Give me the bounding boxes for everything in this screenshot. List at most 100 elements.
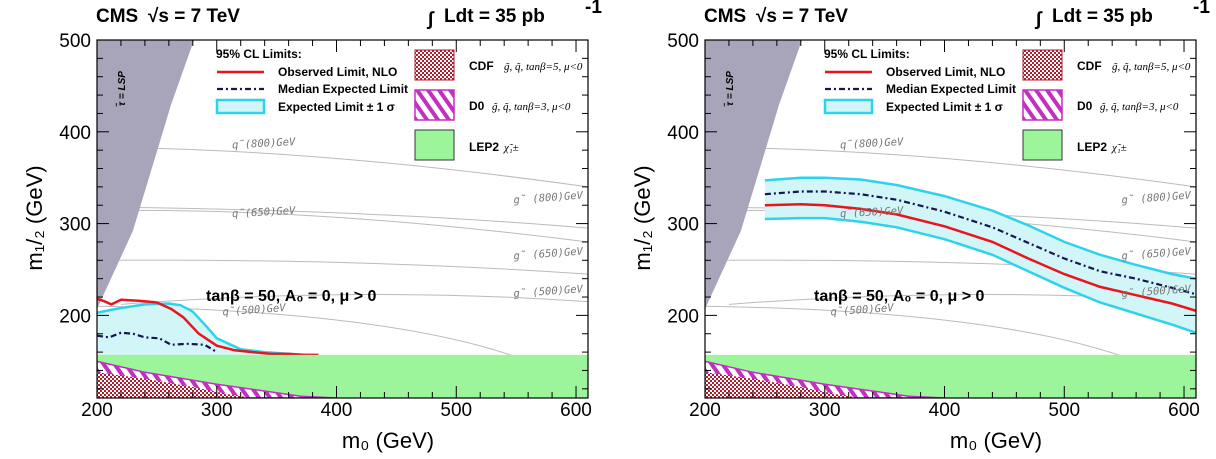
observed-limit-line	[97, 297, 319, 357]
gluino-800-label: g̃ (800)GeV	[513, 190, 584, 207]
legend-lep2-label: LEP2	[469, 140, 499, 154]
expected-band-lower-edge	[764, 216, 1196, 334]
legend-cdf-detail: g̃, q̃, tanβ=5, μ<0	[504, 61, 583, 73]
y-tick-label: 400	[667, 123, 699, 144]
x-tick-label: 400	[321, 400, 353, 421]
squark-500-label: q̃(500)GeV	[830, 302, 895, 318]
legend-cdf-label: CDF	[469, 59, 494, 73]
header-integral: ∫	[1034, 9, 1043, 30]
y-axis-label: m₁/₂ (GeV)	[630, 165, 655, 270]
squark-500-line	[120, 293, 588, 305]
stau-lsp-region	[97, 40, 194, 309]
x-tick-label: 200	[689, 400, 721, 421]
benchmark-annotation: tanβ = 50, A₀ = 0, μ > 0	[206, 288, 377, 305]
legend-d0-swatch	[1022, 89, 1063, 121]
stau-lsp-label: τ̃ = LSP	[115, 71, 128, 107]
header-energy: √s = 7 TeV	[756, 6, 848, 27]
legend-lep2-label: LEP2	[1077, 140, 1107, 154]
x-axis-label: m₀ (GeV)	[342, 428, 434, 453]
y-tick-label: 300	[59, 215, 91, 236]
ticks	[704, 39, 1196, 398]
legend-d0-swatch	[414, 89, 455, 121]
gluino-500-label: g̃ (500)GeV	[1121, 283, 1192, 300]
legend-d0-detail: g̃, q̃, tanβ=3, μ<0	[492, 101, 571, 113]
squark-650-label: q̃(650)GeV	[232, 205, 296, 220]
median-expected-line	[764, 190, 1196, 296]
stau-lsp-label: τ̃ = LSP	[723, 71, 736, 107]
legend-lep2-swatch	[414, 129, 455, 161]
legend-d0-label: D0	[469, 99, 485, 113]
panel-right: q̃(800)GeV q̃(650)GeV q̃(500)GeV g̃ (800)Ge…	[630, 0, 1210, 453]
y-tick-label: 300	[667, 215, 699, 236]
gluino-650-label: g̃ (650)GeV	[513, 246, 584, 263]
legend-expected-label: Expected Limit ± 1 σ	[886, 100, 1003, 114]
plot-frame	[96, 39, 589, 399]
ticks	[96, 39, 588, 398]
squark-650-label: q̃(650)GeV	[840, 205, 904, 220]
gluino-500-label: g̃ (500)GeV	[513, 283, 584, 300]
y-tick-label: 400	[59, 123, 91, 144]
legend-experiments: CDF g̃, q̃, tanβ=5, μ<0 D0 g̃, q̃, tanβ=3, …	[1022, 49, 1191, 161]
header-luminosity: Ldt = 35 pb	[444, 6, 545, 27]
legend-cdf-detail: g̃, q̃, tanβ=5, μ<0	[1112, 61, 1191, 73]
y-tick-label: 200	[667, 306, 699, 327]
gluino-500-line	[705, 305, 1137, 362]
legend-observed-label: Observed Limit, NLO	[886, 65, 1005, 79]
expected-band	[97, 303, 307, 355]
legend-lep2-swatch	[1022, 129, 1063, 161]
x-tick-label: 600	[1168, 400, 1200, 421]
x-tick-label: 500	[440, 400, 472, 421]
legend-cdf-label: CDF	[1077, 59, 1102, 73]
legend-cdf-swatch	[1022, 49, 1063, 81]
panel-left: q̃(800)GeV q̃(650)GeV q̃(500)GeV g̃ (800)Ge…	[22, 0, 602, 453]
gluino-800-line	[97, 206, 588, 229]
header-luminosity-exponent: -1	[1193, 0, 1210, 18]
legend-observed-label: Observed Limit, NLO	[278, 65, 397, 79]
legend-limits: 95% CL Limits: Observed Limit, NLO Median …	[215, 47, 408, 115]
legend-d0-detail: g̃, q̃, tanβ=3, μ<0	[1100, 101, 1179, 113]
legend-limits: 95% CL Limits: Observed Limit, NLO Median …	[823, 47, 1016, 115]
legend-title: 95% CL Limits:	[824, 47, 910, 61]
gluino-800-label: g̃ (800)GeV	[1121, 190, 1192, 207]
squark-650-line	[97, 209, 588, 243]
x-tick-label: 300	[809, 400, 841, 421]
legend-median-label: Median Expected Limit	[278, 82, 408, 96]
legend-d0-label: D0	[1077, 99, 1093, 113]
x-tick-label: 500	[1048, 400, 1080, 421]
expected-band-upper-edge	[97, 302, 307, 357]
plot-area	[97, 40, 588, 398]
plot-frame	[704, 39, 1197, 399]
header-luminosity-exponent: -1	[585, 0, 602, 18]
x-tick-label: 400	[929, 400, 961, 421]
benchmark-annotation: tanβ = 50, A₀ = 0, μ > 0	[814, 288, 985, 305]
y-tick-label: 500	[667, 31, 699, 52]
x-tick-label: 300	[201, 400, 233, 421]
expected-band	[764, 177, 1196, 333]
squark-800-label: q̃(800)GeV	[840, 136, 904, 151]
header-experiment: CMS	[96, 6, 138, 27]
legend-expected-swatch	[215, 98, 266, 115]
squark-800-label: q̃(800)GeV	[232, 136, 296, 151]
x-axis-label: m₀ (GeV)	[950, 428, 1042, 453]
plot-area	[705, 40, 1196, 398]
legend-title: 95% CL Limits:	[216, 47, 302, 61]
y-tick-label: 200	[59, 306, 91, 327]
legend-expected-swatch	[823, 98, 874, 115]
expected-band-upper-edge	[764, 176, 1196, 280]
gluino-650-line	[97, 259, 588, 275]
y-tick-label: 500	[59, 31, 91, 52]
cdf-region	[705, 372, 861, 398]
y-axis-label: m₁/₂ (GeV)	[22, 165, 47, 270]
x-tick-label: 600	[560, 400, 592, 421]
x-tick-label: 200	[81, 400, 113, 421]
legend-lep2-detail: χ̃₁±	[1111, 142, 1127, 154]
header-energy: √s = 7 TeV	[148, 6, 240, 27]
cdf-region	[97, 372, 253, 398]
squark-500-label: q̃(500)GeV	[222, 302, 287, 318]
header-integral: ∫	[426, 9, 435, 30]
header-luminosity: Ldt = 35 pb	[1052, 6, 1153, 27]
legend-expected-label: Expected Limit ± 1 σ	[278, 100, 395, 114]
median-expected-line	[97, 331, 218, 354]
stau-lsp-region	[705, 40, 802, 309]
